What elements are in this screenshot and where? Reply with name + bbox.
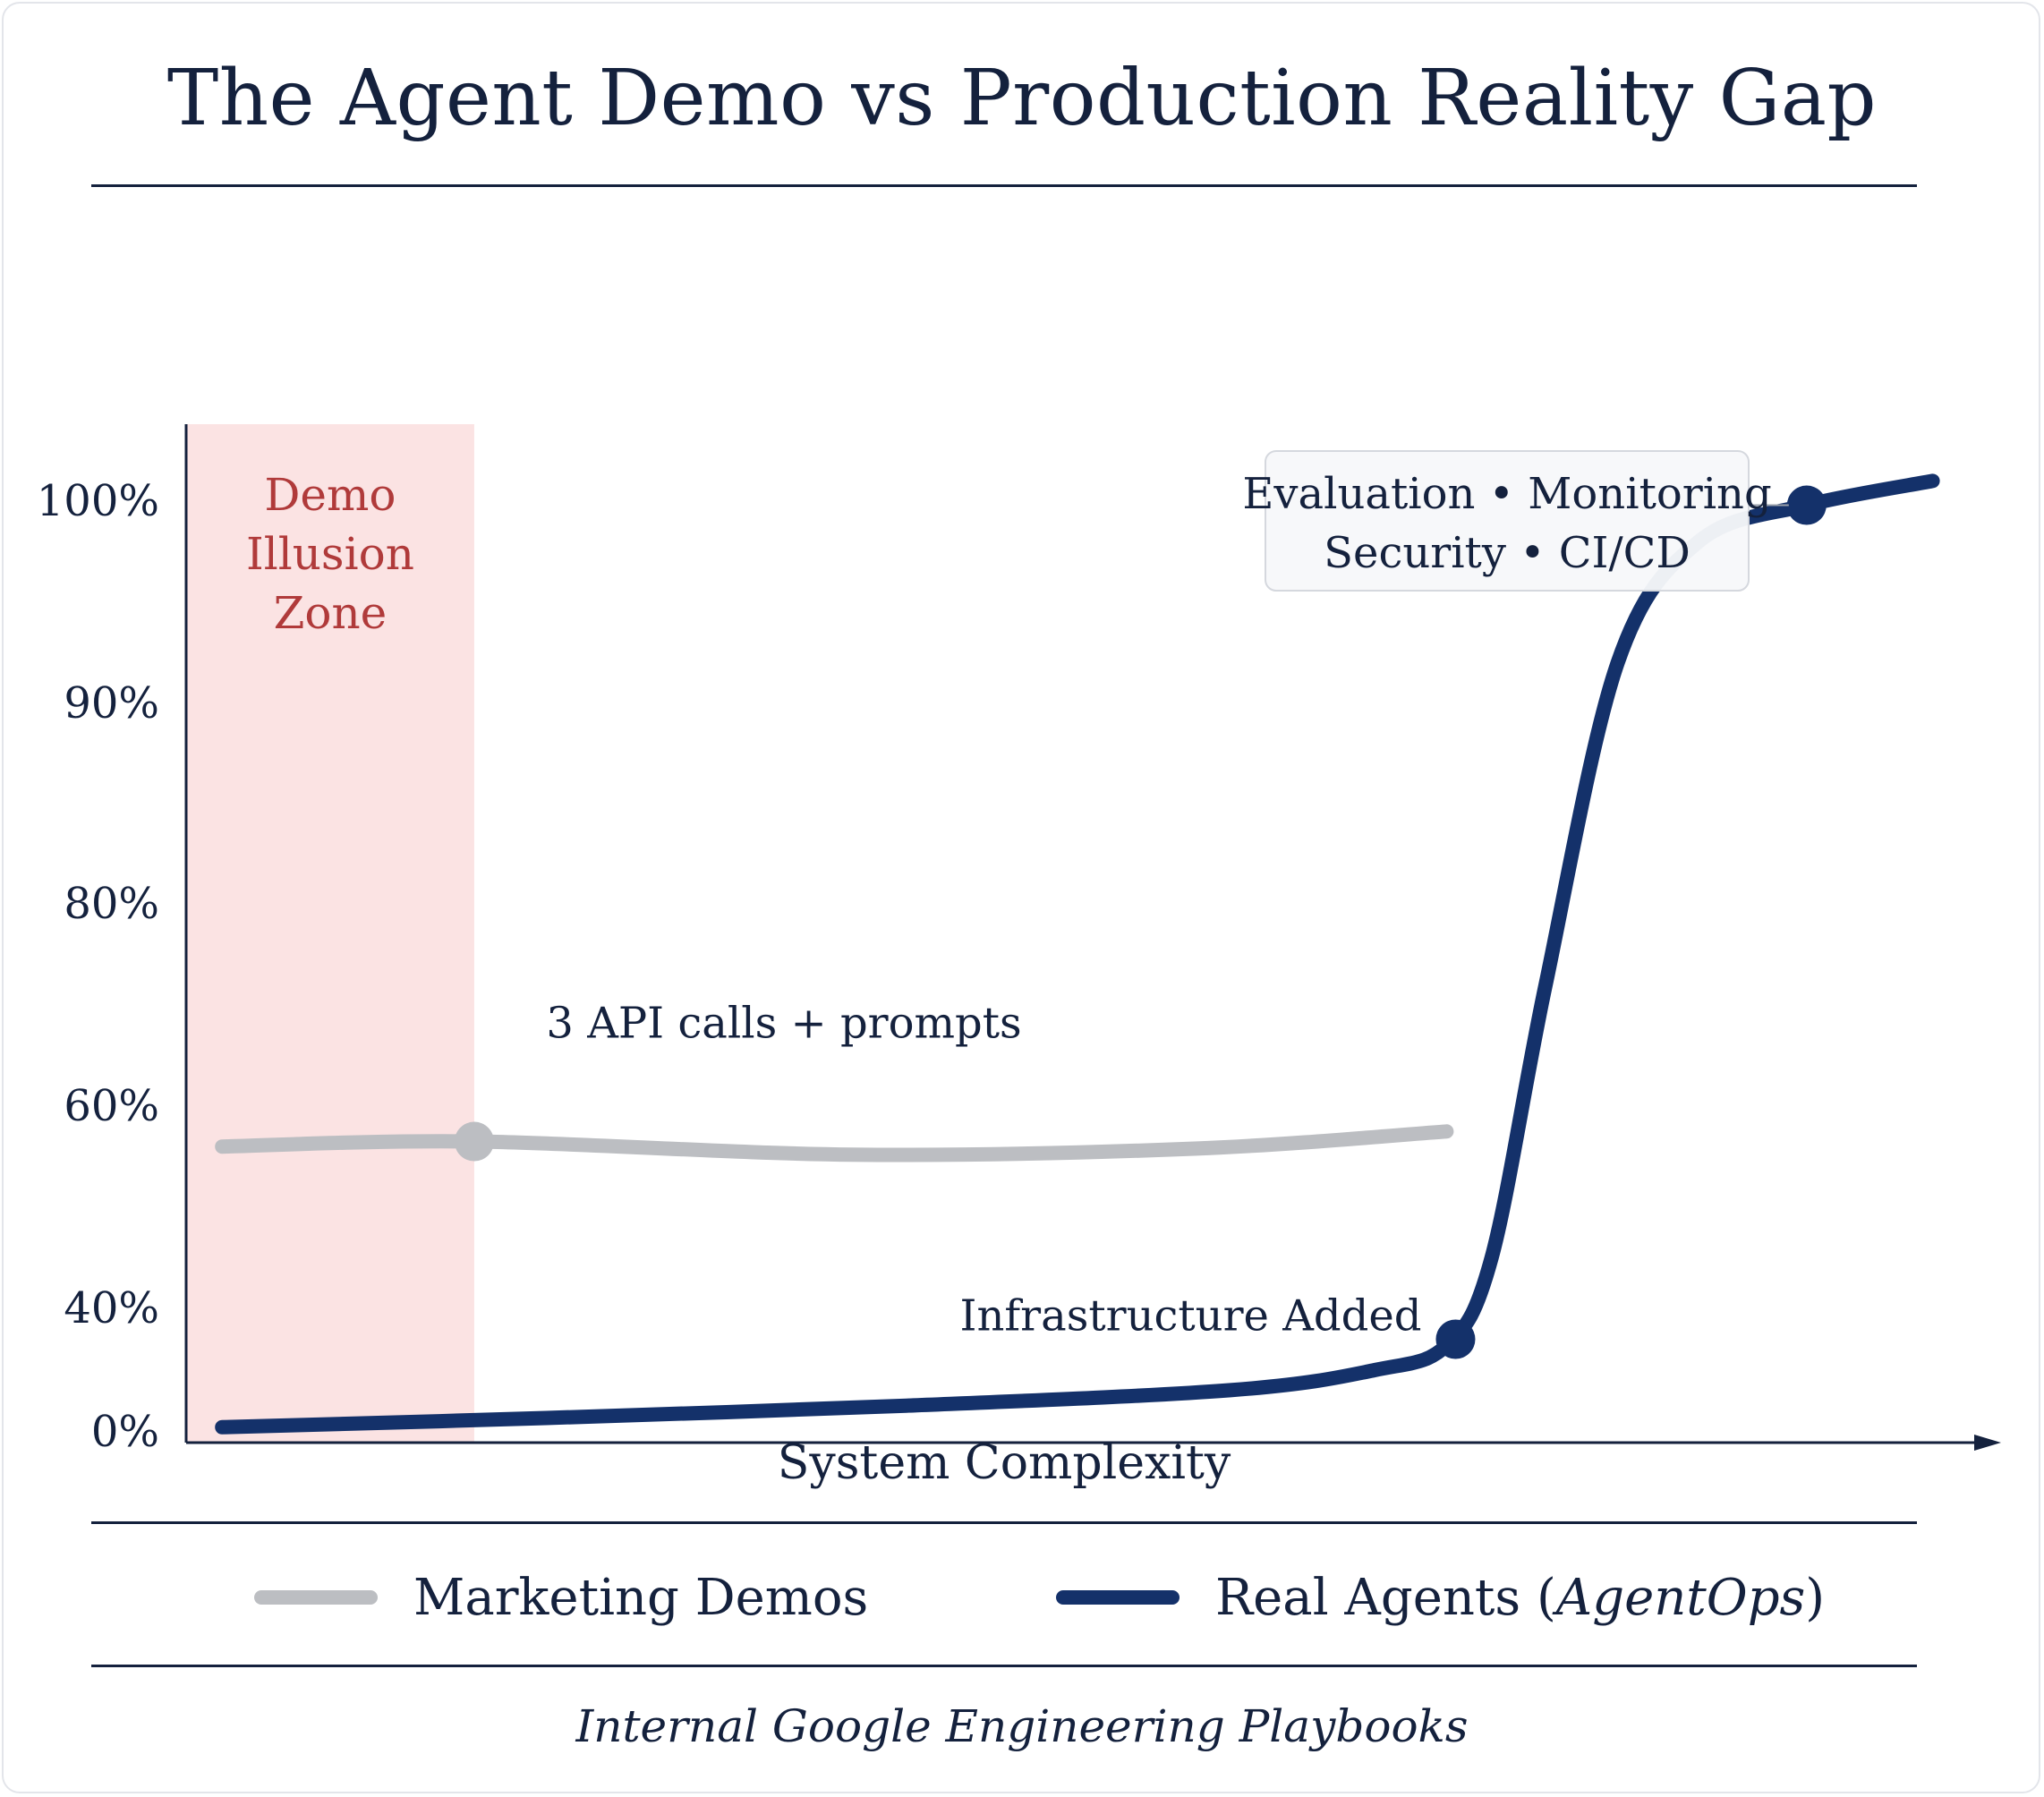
annotation-layer: 3 API calls + prompts Infrastructure Adde… xyxy=(546,450,1789,1341)
annotation-infrastructure-list: Evaluation • Monitoring Security • CI/CD xyxy=(1242,469,1771,578)
x-axis-arrow xyxy=(1974,1435,2001,1451)
region-label-line: Illusion xyxy=(246,528,414,580)
legend-label-real-agents-pre: Real Agents ( xyxy=(1215,1568,1556,1627)
y-tick-label: 90% xyxy=(64,678,159,728)
page-title: The Agent Demo vs Production Reality Gap xyxy=(166,54,1878,143)
annotation-infrastructure-added: Infrastructure Added xyxy=(960,1291,1422,1341)
series-layer xyxy=(215,473,1940,1435)
series-marker-0 xyxy=(454,1121,494,1162)
y-tick-label: 0% xyxy=(91,1407,159,1457)
annotation-list-line: Evaluation • Monitoring xyxy=(1242,469,1771,519)
legend-item-marketing-demos: Marketing Demos xyxy=(254,1557,868,1638)
demo-illusion-zone-label: Demo Illusion Zone xyxy=(246,469,414,639)
series-marker-1 xyxy=(1786,485,1827,525)
x-axis-label: System Complexity xyxy=(778,1436,1231,1490)
line-chart: Demo Illusion Zone 100% 90% 80% 60% 40% 0% Syst… xyxy=(37,424,2001,1490)
legend-item-real-agents: Real Agents (AgentOps) xyxy=(1056,1557,1825,1638)
y-axis-ticks: 100% 90% 80% 60% 40% 0% xyxy=(37,476,159,1457)
y-tick-label: 60% xyxy=(64,1081,159,1131)
demo-illusion-zone-region xyxy=(186,424,474,1443)
region-label-line: Demo xyxy=(264,469,396,521)
series-line-0 xyxy=(215,1124,1454,1163)
series-marker-1 xyxy=(1435,1319,1476,1359)
series-line-1 xyxy=(215,473,1940,1435)
legend-label-marketing-demos: Marketing Demos xyxy=(413,1568,869,1627)
y-tick-label: 80% xyxy=(64,879,159,929)
y-tick-label: 40% xyxy=(64,1283,159,1333)
title-divider xyxy=(91,184,1917,187)
annotation-box xyxy=(1265,450,1750,592)
footer-source: Internal Google Engineering Playbooks xyxy=(575,1700,1469,1752)
legend-label-real-agents: Real Agents (AgentOps) xyxy=(1215,1569,1825,1627)
legend: Marketing Demos Real Agents (AgentOps) xyxy=(0,1557,2044,1638)
annotation-list-line: Security • CI/CD xyxy=(1324,528,1691,578)
legend-label-real-agents-italic: AgentOps xyxy=(1555,1568,1806,1627)
footer-divider xyxy=(91,1665,1917,1667)
legend-swatch-marketing-demos xyxy=(254,1590,378,1605)
region-label-line: Zone xyxy=(274,587,388,639)
legend-label-real-agents-post: ) xyxy=(1805,1568,1826,1627)
annotation-api-calls: 3 API calls + prompts xyxy=(546,999,1021,1049)
legend-top-divider xyxy=(91,1521,1917,1524)
y-tick-label: 100% xyxy=(37,476,159,526)
legend-swatch-real-agents xyxy=(1056,1590,1180,1605)
